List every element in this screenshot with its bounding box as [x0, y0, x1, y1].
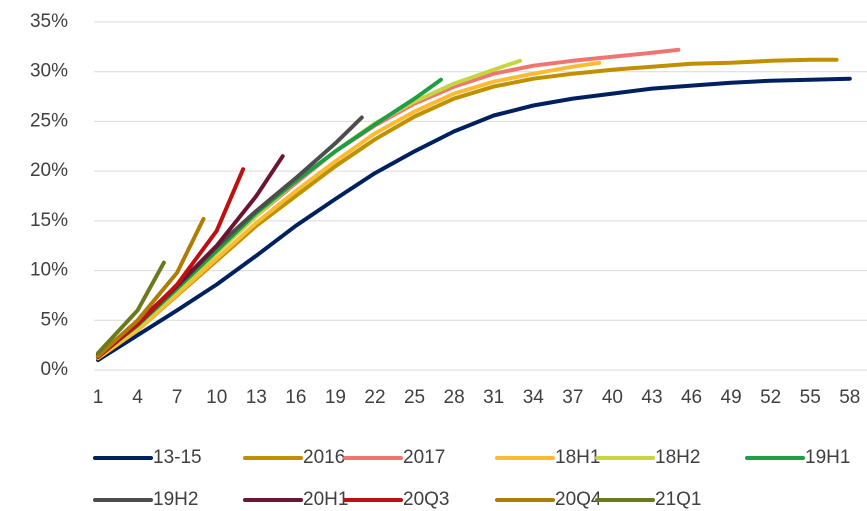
x-tick-label: 49	[721, 387, 742, 408]
legend-label: 20Q3	[403, 489, 449, 510]
x-tick-label: 52	[760, 387, 781, 408]
series-line	[96, 58, 523, 360]
x-tick-label: 37	[562, 387, 583, 408]
series-line	[96, 76, 852, 363]
y-tick-label: 10%	[30, 260, 68, 281]
legend-label: 19H2	[153, 489, 198, 510]
x-tick-label: 13	[246, 387, 267, 408]
legend-label: 13-15	[153, 447, 202, 468]
y-tick-label: 30%	[30, 61, 68, 82]
x-tick-label: 25	[404, 387, 425, 408]
legend-label: 21Q1	[655, 489, 701, 510]
legend-label: 20H1	[303, 489, 348, 510]
series-line	[96, 57, 839, 361]
legend-label: 2017	[403, 447, 445, 468]
legend-label: 18H1	[555, 447, 600, 468]
y-tick-label: 25%	[30, 110, 68, 131]
y-tick-label: 15%	[30, 210, 68, 231]
legend-label: 20Q4	[555, 489, 602, 510]
legend-label: 18H2	[655, 447, 700, 468]
x-tick-label: 7	[172, 387, 183, 408]
x-tick-label: 22	[364, 387, 385, 408]
series-line	[96, 260, 166, 356]
y-tick-label: 5%	[41, 309, 69, 330]
legend-label: 19H1	[805, 447, 850, 468]
x-tick-label: 4	[132, 387, 143, 408]
x-tick-label: 40	[602, 387, 623, 408]
y-tick-label: 20%	[30, 160, 68, 181]
x-tick-label: 1	[93, 387, 104, 408]
x-tick-label: 28	[444, 387, 465, 408]
x-tick-label: 34	[523, 387, 545, 408]
series-line	[96, 167, 246, 360]
y-tick-label: 0%	[41, 359, 69, 380]
x-tick-label: 43	[641, 387, 662, 408]
legend-label: 2016	[303, 447, 345, 468]
x-tick-label: 19	[325, 387, 346, 408]
x-tick-label: 58	[839, 387, 860, 408]
x-tick-label: 46	[681, 387, 702, 408]
y-tick-label: 35%	[30, 11, 68, 32]
x-tick-label: 10	[206, 387, 227, 408]
x-tick-label: 55	[800, 387, 821, 408]
series-line	[96, 216, 206, 359]
x-tick-label: 31	[483, 387, 504, 408]
x-tick-label: 16	[285, 387, 306, 408]
series-line	[96, 60, 602, 361]
